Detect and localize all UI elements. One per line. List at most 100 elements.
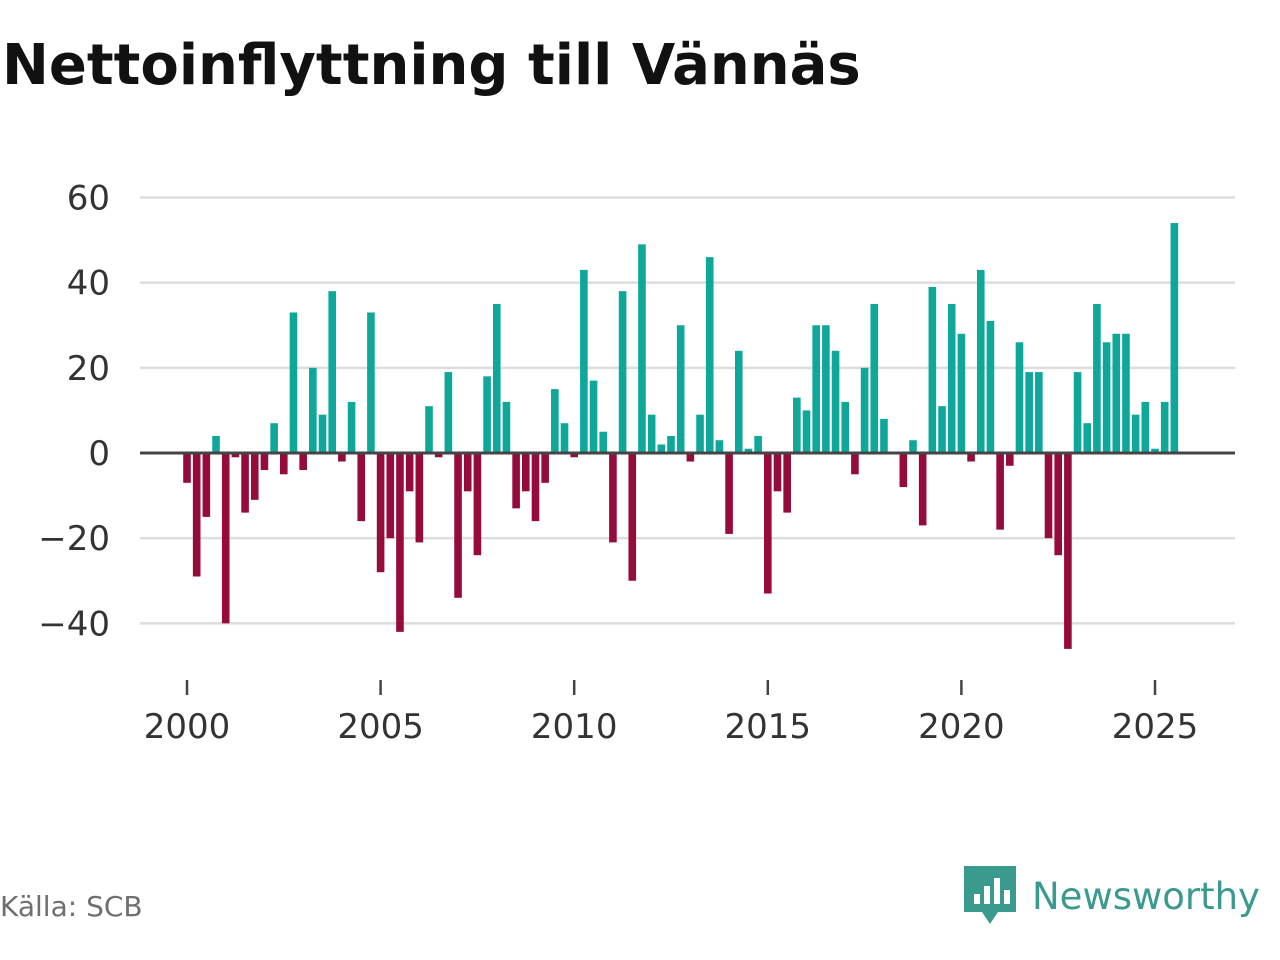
bar	[231, 453, 240, 458]
brand-name: Newsworthy	[1032, 874, 1260, 918]
bar	[957, 333, 966, 453]
bar	[831, 350, 840, 453]
bar	[986, 320, 995, 453]
bar	[1122, 333, 1130, 453]
y-tick-label: 20	[67, 349, 110, 389]
bar	[1112, 333, 1121, 453]
bar	[1015, 342, 1024, 453]
bar	[976, 269, 985, 453]
bar	[880, 418, 888, 453]
bar	[705, 257, 714, 453]
source-label: Källa: SCB	[0, 890, 143, 923]
bar	[841, 401, 850, 453]
bar	[928, 286, 937, 453]
bar	[1073, 372, 1082, 453]
bar	[560, 423, 569, 453]
bar	[851, 453, 859, 475]
newsworthy-logo-icon	[964, 866, 1016, 924]
bar	[802, 410, 811, 453]
y-tick-label: −40	[38, 604, 110, 644]
bar	[357, 453, 366, 522]
bar	[783, 453, 791, 513]
bar	[899, 453, 908, 488]
bar	[202, 453, 211, 517]
bar	[589, 380, 598, 453]
bar	[570, 453, 578, 458]
bar	[492, 303, 501, 453]
bar	[522, 453, 530, 492]
bars	[183, 223, 1179, 649]
bar	[1141, 401, 1150, 453]
bar	[192, 453, 201, 577]
bar	[512, 453, 520, 509]
bar	[696, 414, 704, 453]
bar	[531, 453, 540, 522]
bar	[1064, 453, 1072, 649]
y-axis-ticks: 60 40 20 0 −20 −40	[38, 179, 110, 645]
bar	[367, 312, 375, 453]
bar	[744, 448, 753, 453]
bar	[764, 453, 772, 594]
bar	[444, 372, 453, 453]
bar	[1083, 423, 1092, 453]
x-tick-label: 2000	[144, 707, 231, 747]
bar	[860, 367, 869, 453]
bar	[715, 440, 724, 453]
bar	[676, 325, 685, 453]
bar	[947, 303, 956, 453]
bar	[1170, 223, 1179, 453]
x-axis-ticks: 2000 2005 2010 2015 2020 2025	[144, 680, 1199, 747]
x-tick-label: 2025	[1112, 707, 1199, 747]
y-tick-label: 40	[67, 264, 110, 304]
bar	[347, 401, 356, 453]
bar	[289, 312, 298, 453]
bar	[996, 453, 1004, 530]
bar	[454, 453, 462, 598]
bar	[425, 406, 433, 453]
bar	[463, 453, 472, 492]
bar	[822, 325, 830, 453]
bar	[541, 453, 549, 483]
bar	[280, 453, 288, 475]
bar	[1160, 401, 1169, 453]
grid-lines	[140, 196, 1235, 625]
bar	[241, 453, 249, 513]
chart-title: Nettoinflyttning till Vännäs	[2, 33, 861, 98]
bar	[628, 453, 637, 581]
bar	[415, 453, 424, 543]
bar	[551, 389, 559, 453]
bar	[376, 453, 385, 573]
bar	[734, 350, 743, 453]
bar	[773, 453, 782, 492]
bar	[328, 291, 336, 453]
bar	[1035, 372, 1043, 453]
bar	[647, 414, 656, 453]
bar	[502, 401, 511, 453]
bar	[618, 291, 627, 453]
x-tick-label: 2020	[918, 707, 1005, 747]
x-tick-label: 2015	[725, 707, 812, 747]
bar	[386, 453, 395, 539]
bar	[250, 453, 259, 500]
bar	[909, 440, 917, 453]
y-tick-label: −20	[38, 519, 110, 559]
bar	[183, 453, 191, 483]
bar	[338, 453, 346, 462]
bar-chart: 60 40 20 0 −20 −40 2000 2005 2010 2015 2020 2025	[38, 179, 1235, 747]
bar	[918, 453, 927, 526]
bar	[1025, 372, 1033, 453]
x-tick-label: 2010	[531, 707, 618, 747]
bar	[870, 303, 879, 453]
bar	[434, 453, 443, 458]
bar	[1093, 303, 1101, 453]
bar	[318, 414, 327, 453]
brand[interactable]: Newsworthy	[964, 866, 1260, 926]
bar	[1006, 453, 1014, 466]
bar	[1151, 448, 1159, 453]
bar	[1102, 342, 1111, 453]
bar	[212, 435, 220, 453]
bar	[754, 435, 762, 453]
bar	[299, 453, 307, 471]
bar	[967, 453, 975, 462]
bar	[609, 453, 617, 543]
